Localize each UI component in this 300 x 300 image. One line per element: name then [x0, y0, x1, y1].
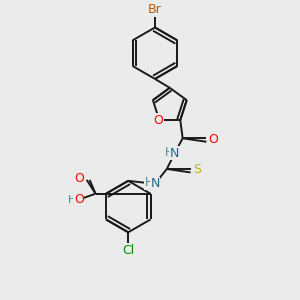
- Text: N: N: [150, 177, 160, 190]
- Text: O: O: [153, 113, 163, 127]
- Text: Br: Br: [148, 3, 162, 16]
- Text: H: H: [164, 146, 173, 159]
- Text: Cl: Cl: [122, 244, 134, 256]
- Text: S: S: [194, 164, 202, 176]
- Text: H: H: [145, 176, 153, 189]
- Text: N: N: [170, 147, 179, 160]
- Text: O: O: [208, 133, 218, 146]
- Text: O: O: [74, 172, 84, 185]
- Text: O: O: [74, 193, 84, 206]
- Text: H: H: [68, 195, 76, 205]
